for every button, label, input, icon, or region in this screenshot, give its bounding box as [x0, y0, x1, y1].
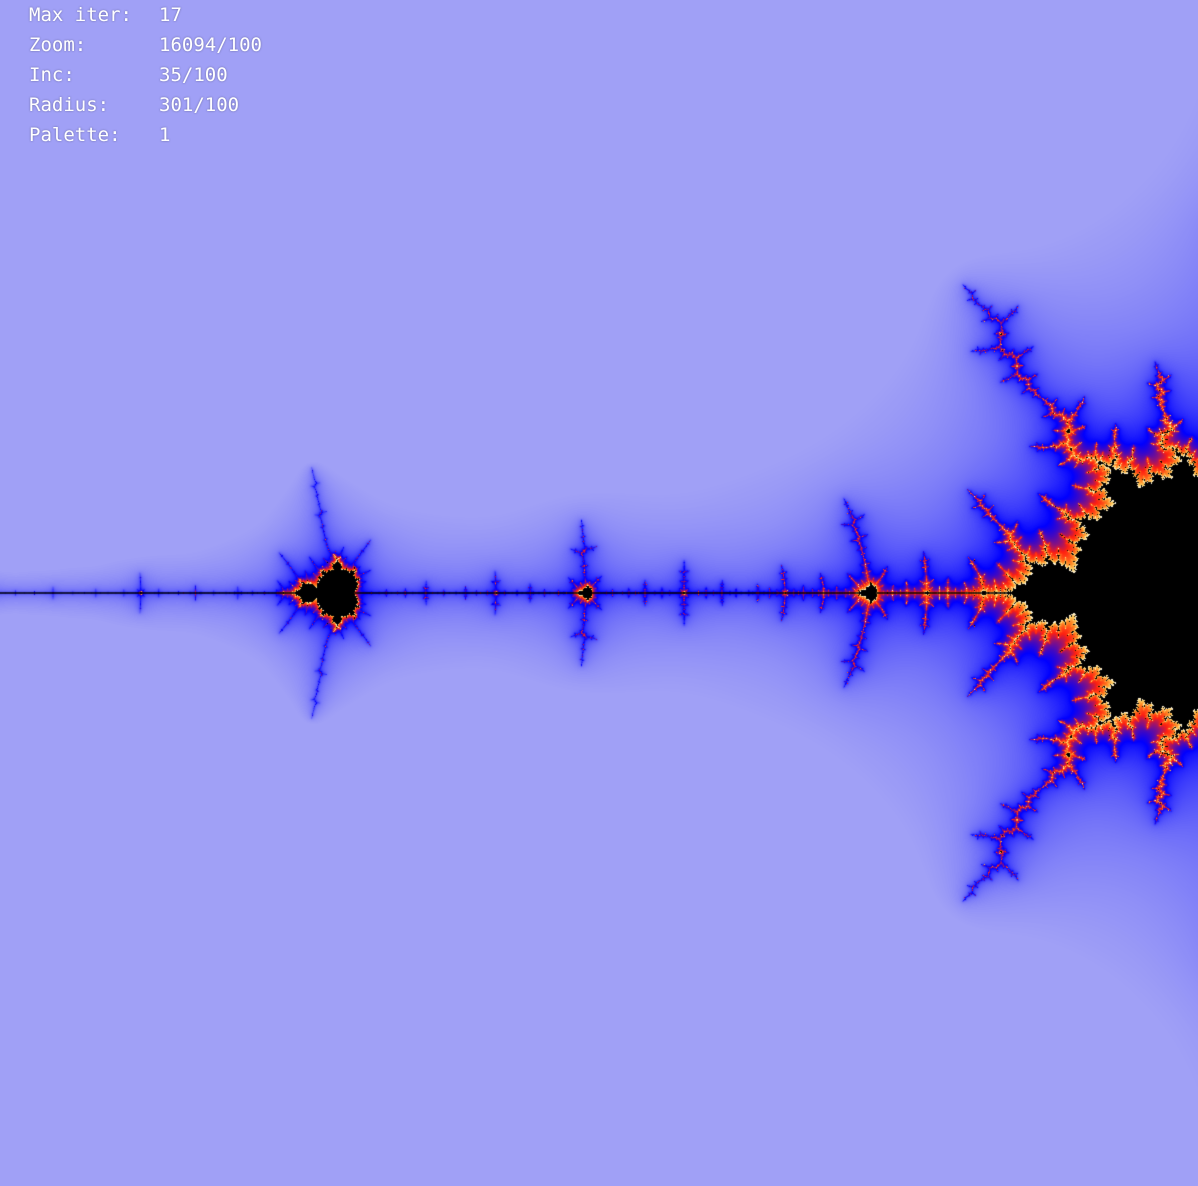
fractal-viewport[interactable]: Max iter: 17 Zoom: 16094/100 Inc: 35/100…: [0, 0, 1198, 1186]
mandelbrot-render[interactable]: [0, 0, 1198, 1186]
